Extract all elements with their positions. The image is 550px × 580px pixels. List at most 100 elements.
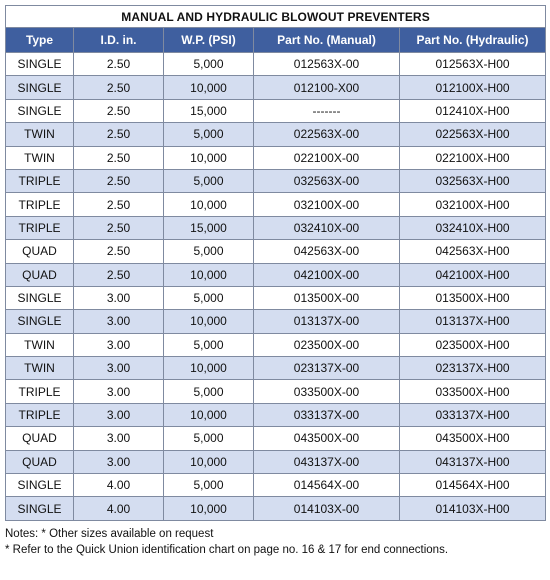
table-row: TRIPLE 2.50 5,000 032563X-00 032563X-H00 [5, 168, 547, 194]
cell-part-manual: 043500X-00 [253, 426, 400, 451]
table-row: TWIN 3.00 10,000 023137X-00 023137X-H00 [5, 356, 547, 381]
table-row: QUAD 3.00 10,000 043137X-00 043137X-H00 [5, 449, 547, 475]
cell-id: 2.50 [73, 122, 164, 147]
table-row: TRIPLE 3.00 5,000 033500X-00 033500X-H00 [5, 379, 547, 404]
cell-part-manual: 014564X-00 [253, 473, 400, 498]
cell-id: 3.00 [73, 402, 164, 428]
cell-type: SINGLE [5, 309, 74, 334]
cell-wp: 5,000 [163, 379, 254, 404]
table-row: TRIPLE 2.50 15,000 032410X-00 032410X-H00 [5, 215, 547, 241]
cell-id: 2.50 [73, 75, 164, 100]
table-row: SINGLE 3.00 5,000 013500X-00 013500X-H00 [5, 285, 547, 311]
cell-id: 3.00 [73, 449, 164, 475]
cell-wp: 10,000 [163, 356, 254, 381]
cell-part-manual: 043137X-00 [253, 449, 400, 475]
cell-type: TWIN [5, 122, 74, 147]
cell-part-manual: 012563X-00 [253, 51, 400, 77]
notes-section: Notes: * Other sizes available on reques… [5, 526, 545, 558]
table-row: QUAD 2.50 10,000 042100X-00 042100X-H00 [5, 262, 547, 287]
cell-part-hydraulic: 032100X-H00 [398, 192, 547, 217]
note-line: * Refer to the Quick Union identificatio… [5, 543, 449, 556]
cell-part-manual: 042100X-00 [253, 262, 400, 287]
table-row: SINGLE 2.50 5,000 012563X-00 012563X-H00 [5, 51, 547, 77]
table-row: TRIPLE 3.00 10,000 033137X-00 033137X-H00 [5, 402, 547, 428]
cell-part-hydraulic: 013137X-H00 [398, 309, 547, 334]
cell-part-hydraulic: 033500X-H00 [398, 379, 547, 404]
cell-id: 2.50 [73, 51, 164, 77]
bop-table: MANUAL AND HYDRAULIC BLOWOUT PREVENTERS … [4, 5, 547, 521]
table-title: MANUAL AND HYDRAULIC BLOWOUT PREVENTERS [4, 5, 547, 28]
cell-id: 4.00 [73, 473, 164, 498]
cell-id: 2.50 [73, 239, 164, 264]
cell-id: 2.50 [73, 98, 164, 124]
cell-wp: 15,000 [163, 215, 254, 241]
column-header-id: I.D. in. [73, 27, 164, 53]
cell-id: 3.00 [73, 332, 164, 358]
cell-part-hydraulic: 022100X-H00 [398, 145, 547, 170]
cell-part-manual: 023500X-00 [253, 332, 400, 358]
cell-type: TWIN [5, 145, 74, 170]
cell-part-manual: 014103X-00 [253, 496, 400, 521]
cell-id: 3.00 [73, 426, 164, 451]
cell-type: QUAD [5, 426, 74, 451]
cell-part-hydraulic: 014564X-H00 [398, 473, 547, 498]
cell-id: 2.50 [73, 145, 164, 170]
cell-part-manual: ------- [253, 98, 400, 124]
cell-part-manual: 033500X-00 [253, 379, 400, 404]
cell-part-hydraulic: 012410X-H00 [398, 98, 547, 124]
cell-wp: 10,000 [163, 449, 254, 475]
cell-part-hydraulic: 042100X-H00 [398, 262, 547, 287]
cell-wp: 5,000 [163, 122, 254, 147]
cell-type: TRIPLE [5, 192, 74, 217]
cell-wp: 10,000 [163, 75, 254, 100]
table-row: QUAD 3.00 5,000 043500X-00 043500X-H00 [5, 426, 547, 451]
cell-type: TRIPLE [5, 379, 74, 404]
cell-id: 3.00 [73, 285, 164, 311]
cell-type: TRIPLE [5, 402, 74, 428]
cell-id: 3.00 [73, 379, 164, 404]
cell-type: TRIPLE [5, 215, 74, 241]
cell-wp: 10,000 [163, 145, 254, 170]
cell-part-manual: 032100X-00 [253, 192, 400, 217]
table-body: SINGLE 2.50 5,000 012563X-00 012563X-H00 SING… [5, 51, 547, 521]
column-header-wp: W.P. (PSI) [163, 27, 254, 53]
table-row: SINGLE 3.00 10,000 013137X-00 013137X-H00 [5, 309, 547, 334]
cell-id: 3.00 [73, 309, 164, 334]
cell-part-manual: 032410X-00 [253, 215, 400, 241]
cell-part-manual: 023137X-00 [253, 356, 400, 381]
cell-part-manual: 022563X-00 [253, 122, 400, 147]
table-row: TWIN 2.50 5,000 022563X-00 022563X-H00 [5, 122, 547, 147]
note-line: Notes: * Other sizes available on reques… [5, 527, 214, 540]
cell-type: SINGLE [5, 75, 74, 100]
cell-part-hydraulic: 023137X-H00 [398, 356, 547, 381]
cell-id: 2.50 [73, 262, 164, 287]
cell-wp: 5,000 [163, 285, 254, 311]
cell-id: 2.50 [73, 192, 164, 217]
bop-spec-sheet: MANUAL AND HYDRAULIC BLOWOUT PREVENTERS … [4, 5, 547, 558]
cell-part-hydraulic: 013500X-H00 [398, 285, 547, 311]
cell-wp: 10,000 [163, 262, 254, 287]
cell-part-hydraulic: 043137X-H00 [398, 449, 547, 475]
table-row: SINGLE 2.50 10,000 012100-X00 012100X-H00 [5, 75, 547, 100]
cell-type: TRIPLE [5, 168, 74, 194]
cell-type: SINGLE [5, 51, 74, 77]
column-header-part-manual: Part No. (Manual) [253, 27, 400, 53]
cell-part-hydraulic: 022563X-H00 [398, 122, 547, 147]
cell-wp: 5,000 [163, 473, 254, 498]
cell-type: TWIN [5, 356, 74, 381]
cell-part-hydraulic: 042563X-H00 [398, 239, 547, 264]
cell-part-manual: 013137X-00 [253, 309, 400, 334]
cell-part-manual: 033137X-00 [253, 402, 400, 428]
cell-type: SINGLE [5, 98, 74, 124]
cell-part-hydraulic: 032563X-H00 [398, 168, 547, 194]
table-row: SINGLE 4.00 5,000 014564X-00 014564X-H00 [5, 473, 547, 498]
cell-part-hydraulic: 014103X-H00 [398, 496, 547, 521]
cell-id: 4.00 [73, 496, 164, 521]
cell-wp: 15,000 [163, 98, 254, 124]
cell-wp: 5,000 [163, 51, 254, 77]
cell-type: QUAD [5, 239, 74, 264]
cell-type: SINGLE [5, 473, 74, 498]
cell-id: 2.50 [73, 168, 164, 194]
cell-type: QUAD [5, 449, 74, 475]
table-row: TWIN 2.50 10,000 022100X-00 022100X-H00 [5, 145, 547, 170]
